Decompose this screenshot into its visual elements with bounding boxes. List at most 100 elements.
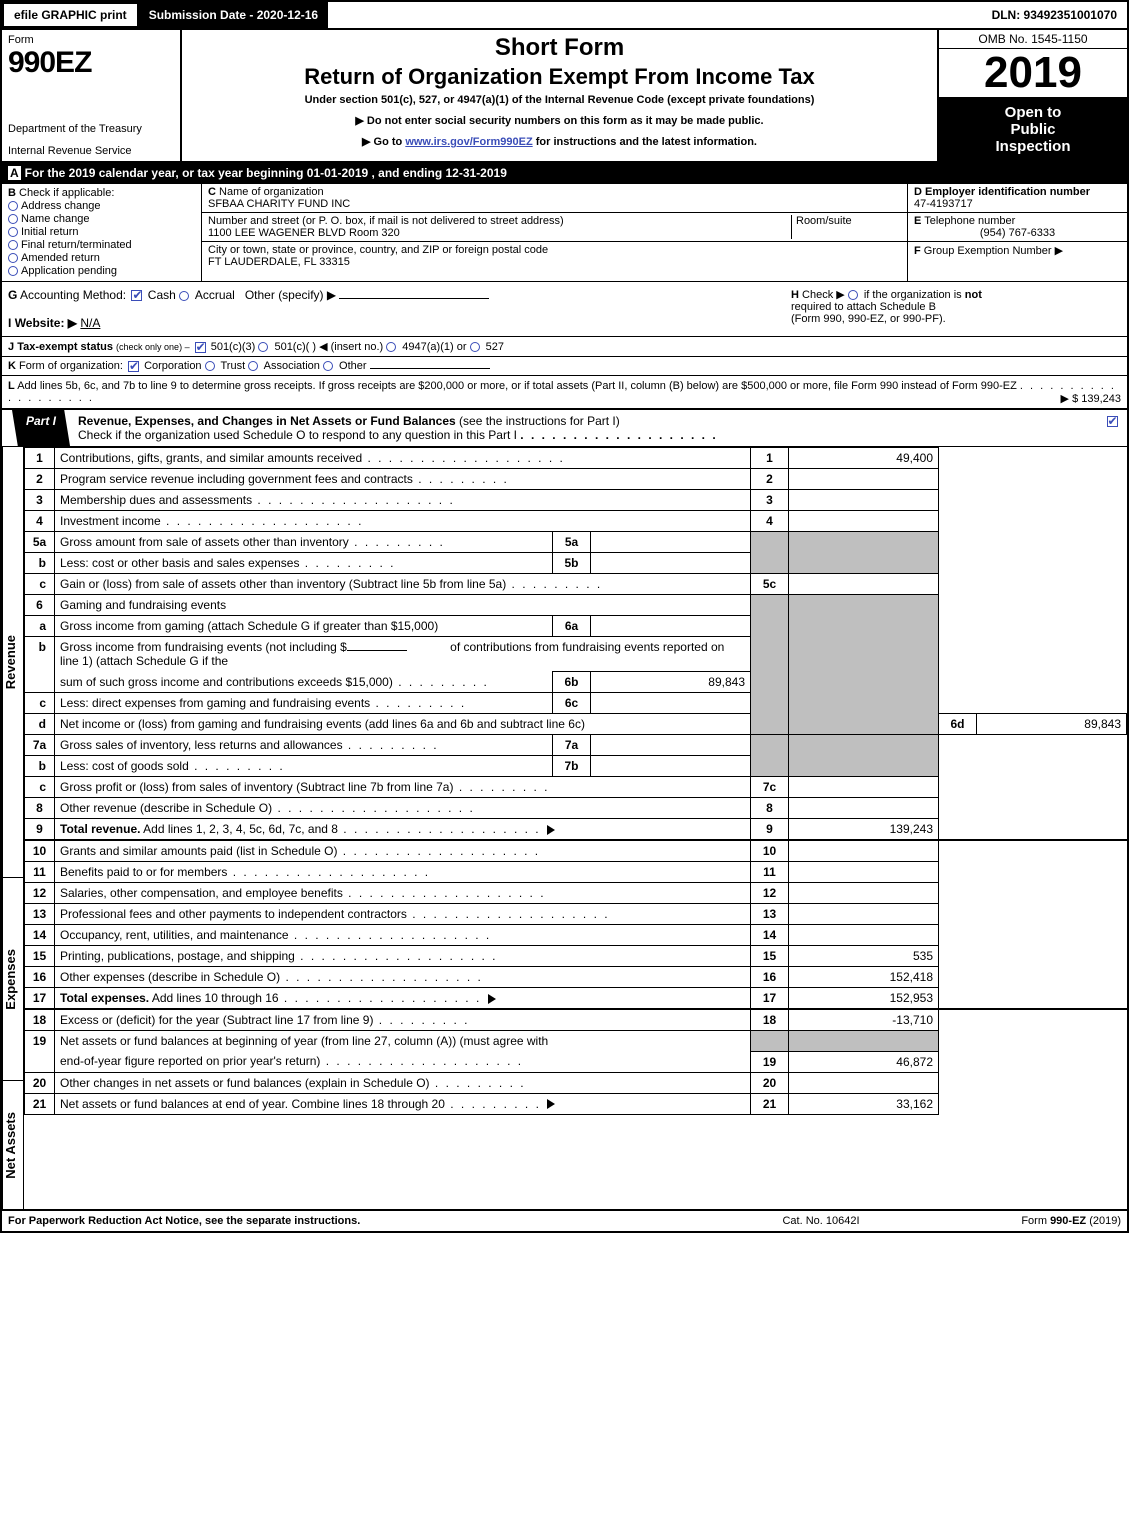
ln-num: 19 (25, 1031, 55, 1073)
expenses-side: Expenses (2, 878, 24, 1081)
g-left: G Accounting Method: Cash Accrual Other … (8, 288, 791, 330)
submission-date-button[interactable]: Submission Date - 2020-12-16 (139, 2, 330, 28)
section-b: B Check if applicable: Address change Na… (2, 184, 202, 281)
checkbox-501c3[interactable] (195, 342, 206, 353)
street-value: 1100 LEE WAGENER BLVD Room 320 (208, 227, 400, 239)
ln-col: 11 (751, 862, 789, 883)
circle-icon[interactable] (179, 291, 189, 301)
ln-desc: Gross sales of inventory, less returns a… (55, 735, 553, 756)
j-501c3: 501(c)(3) (211, 341, 256, 353)
ln-val: 89,843 (977, 714, 1127, 735)
line-5c: cGain or (loss) from sale of assets othe… (25, 574, 1127, 595)
f-text: Group Exemption Number ▶ (924, 245, 1063, 257)
revenue-label: Revenue (3, 635, 23, 689)
desc-text: Add lines 1, 2, 3, 4, 5c, 6d, 7c, and 8 (140, 822, 540, 836)
line-6b-1: bGross income from fundraising events (n… (25, 637, 1127, 672)
i-label: I (8, 316, 11, 330)
ln-col: 13 (751, 904, 789, 925)
opt-label: Name change (21, 213, 90, 225)
blank-amount[interactable] (347, 650, 407, 651)
checkbox-cash[interactable] (131, 290, 142, 301)
checkbox-corp[interactable] (128, 361, 139, 372)
desc-text: Printing, publications, postage, and shi… (60, 949, 498, 963)
circle-icon[interactable] (205, 361, 215, 371)
part-i-subtitle: Check if the organization used Schedule … (78, 428, 517, 442)
d-text: Employer identification number (925, 186, 1090, 198)
k-text: Form of organization: (19, 360, 123, 372)
ln-col: 20 (751, 1072, 789, 1093)
desc-text: Less: cost or other basis and sales expe… (60, 556, 395, 570)
circle-icon[interactable] (386, 342, 396, 352)
ein-value: 47-4193717 (914, 198, 973, 210)
ln-num: 17 (25, 988, 55, 1010)
ln-col: 16 (751, 967, 789, 988)
dept-treasury: Department of the Treasury (8, 123, 174, 135)
ln-num: 5a (25, 532, 55, 553)
ln-desc: Professional fees and other payments to … (55, 904, 751, 925)
goto-line: ▶ Go to www.irs.gov/Form990EZ for instru… (190, 135, 929, 148)
ln-desc: Membership dues and assessments (55, 490, 751, 511)
j-4947: 4947(a)(1) or (402, 341, 466, 353)
mid-num: 6a (553, 616, 591, 637)
ln-num: 6 (25, 595, 55, 616)
ln-val: 152,418 (789, 967, 939, 988)
grey-cell (789, 532, 939, 574)
ln-col: 10 (751, 840, 789, 862)
ln-col: 12 (751, 883, 789, 904)
opt-label: Application pending (21, 265, 117, 277)
line-5a: 5a Gross amount from sale of assets other… (25, 532, 1127, 553)
grey-cell (789, 735, 939, 777)
ln-num: b (25, 553, 55, 574)
k-other: Other (339, 360, 367, 372)
opt-amended-return[interactable]: Amended return (8, 252, 195, 264)
circle-icon[interactable] (258, 342, 268, 352)
line-16: 16Other expenses (describe in Schedule O… (25, 967, 1127, 988)
city-value: FT LAUDERDALE, FL 33315 (208, 256, 350, 268)
mid-val (591, 532, 751, 553)
grey-cell (789, 1031, 939, 1052)
ln-num: 1 (25, 448, 55, 469)
open-line2: Public (943, 121, 1123, 138)
section-a-label: A (8, 166, 21, 180)
netassets-label: Net Assets (3, 1112, 23, 1179)
desc-text: Gross sales of inventory, less returns a… (60, 738, 439, 752)
line-9: 9Total revenue. Add lines 1, 2, 3, 4, 5c… (25, 819, 1127, 841)
part-i-paren: (see the instructions for Part I) (459, 414, 620, 428)
efile-button[interactable]: efile GRAPHIC print (2, 2, 139, 28)
irs-link[interactable]: www.irs.gov/Form990EZ (405, 136, 532, 148)
opt-final-return[interactable]: Final return/terminated (8, 239, 195, 251)
opt-address-change[interactable]: Address change (8, 200, 195, 212)
ln-desc: Gain or (loss) from sale of assets other… (55, 574, 751, 595)
j-501c: 501(c)( ) ◀ (insert no.) (274, 341, 383, 353)
circle-icon[interactable] (248, 361, 258, 371)
line-7c: cGross profit or (loss) from sales of in… (25, 777, 1127, 798)
mid-val (591, 553, 751, 574)
arrow-icon (547, 1099, 555, 1109)
line-6: 6Gaming and fundraising events (25, 595, 1127, 616)
desc-text: Gross amount from sale of assets other t… (60, 535, 445, 549)
desc-text: Other changes in net assets or fund bala… (60, 1076, 526, 1090)
opt-initial-return[interactable]: Initial return (8, 226, 195, 238)
opt-application-pending[interactable]: Application pending (8, 265, 195, 277)
k-other-blank[interactable] (370, 368, 490, 369)
checkbox-schedule-o[interactable] (1107, 416, 1118, 427)
i-text: Website: ▶ (15, 316, 77, 330)
ln-num: 15 (25, 946, 55, 967)
dots-icon (520, 428, 717, 442)
ln-val (789, 840, 939, 862)
ln-val (789, 777, 939, 798)
other-blank[interactable] (339, 298, 489, 299)
circle-icon[interactable] (470, 342, 480, 352)
ln-num: 13 (25, 904, 55, 925)
ln-num: 21 (25, 1093, 55, 1114)
desc-text: Investment income (60, 514, 363, 528)
opt-name-change[interactable]: Name change (8, 213, 195, 225)
top-bar: efile GRAPHIC print Submission Date - 20… (2, 2, 1127, 30)
circle-icon[interactable] (848, 290, 858, 300)
h-right: H Check ▶ if the organization is not req… (791, 288, 1121, 330)
line-7a: 7aGross sales of inventory, less returns… (25, 735, 1127, 756)
desc-text: Less: cost of goods sold (60, 759, 285, 773)
other-label: Other (specify) ▶ (245, 288, 336, 302)
b-label: B (8, 187, 16, 199)
circle-icon[interactable] (323, 361, 333, 371)
